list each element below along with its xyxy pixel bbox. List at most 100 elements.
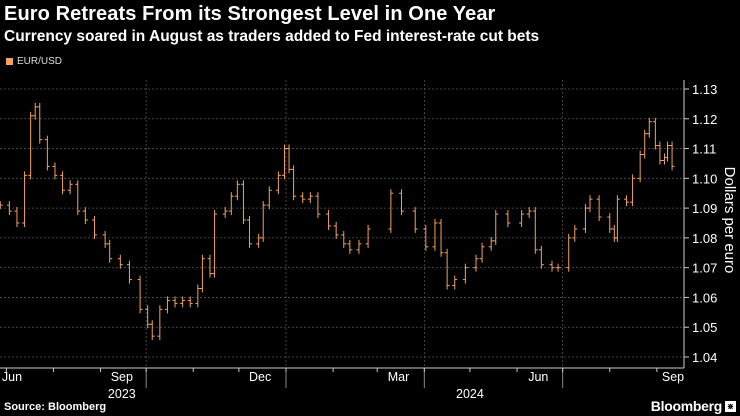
ohlc-bar bbox=[665, 141, 671, 162]
legend-swatch bbox=[6, 58, 13, 65]
ohlc-bar bbox=[669, 141, 675, 171]
ohlc-bar bbox=[22, 171, 28, 227]
ohlc-bar bbox=[137, 275, 143, 314]
ohlc-bar bbox=[473, 254, 479, 272]
ohlc-bar bbox=[596, 195, 602, 222]
ohlc-bar bbox=[240, 180, 246, 225]
ohlc-bar bbox=[212, 210, 218, 278]
ohlc-bar bbox=[44, 135, 50, 171]
y-tick-label: 1.05 bbox=[692, 320, 717, 335]
ohlc-bar bbox=[572, 224, 578, 242]
ohlc-bar bbox=[275, 171, 281, 195]
ohlc-bar bbox=[452, 275, 458, 290]
y-tick-label: 1.13 bbox=[692, 82, 717, 97]
x-tick-label: Sep bbox=[111, 370, 133, 384]
ohlc-bar bbox=[657, 141, 663, 165]
ohlc-bar bbox=[438, 219, 444, 257]
ohlc-bar bbox=[0, 201, 3, 210]
ohlc-bar bbox=[234, 180, 240, 201]
ohlc-bar bbox=[222, 207, 228, 219]
ohlc-bar bbox=[307, 192, 313, 204]
x-year-label: 2024 bbox=[456, 387, 484, 400]
y-tick-label: 1.04 bbox=[692, 350, 717, 365]
ohlc-bar bbox=[444, 248, 450, 290]
ohlc-bar bbox=[172, 296, 178, 308]
ohlc-bar bbox=[247, 216, 253, 248]
ohlc-bar bbox=[532, 207, 538, 254]
ohlc-bar bbox=[14, 207, 20, 227]
ohlc-bar bbox=[207, 254, 213, 278]
ohlc-bar bbox=[286, 144, 292, 174]
ohlc-bar bbox=[587, 195, 593, 213]
y-tick-label: 1.07 bbox=[692, 261, 717, 276]
bloomberg-logo: Bloomberg bbox=[650, 398, 723, 414]
ohlc-bar bbox=[266, 186, 272, 210]
ohlc-bar bbox=[549, 260, 555, 272]
ohlc-bar bbox=[462, 263, 468, 284]
ohlc-bar bbox=[107, 239, 113, 263]
ohlc-bar bbox=[505, 210, 511, 227]
chart: 1.04 1.05 1.06 1.07 1.08 1.09 1.10 1.11 1.12 1.13… bbox=[0, 80, 738, 400]
ohlc-bar bbox=[82, 207, 88, 225]
ohlc-bar bbox=[157, 305, 163, 341]
ohlc-bar bbox=[623, 195, 629, 207]
ohlc-bar bbox=[347, 239, 353, 254]
ohlc-bar bbox=[291, 165, 297, 201]
chart-title: Euro Retreats From its Strongest Level i… bbox=[4, 3, 496, 25]
ohlc-bar bbox=[493, 210, 499, 245]
ohlc-bar bbox=[582, 204, 588, 233]
ohlc-bar bbox=[399, 189, 405, 216]
ohlc-bar bbox=[526, 207, 532, 219]
ohlc-bar bbox=[630, 174, 636, 207]
ohlc-bar bbox=[333, 221, 339, 239]
ohlc-bar bbox=[388, 189, 394, 233]
y-axis-title: Dollars per euro bbox=[721, 167, 738, 274]
ohlc-bar bbox=[412, 207, 418, 233]
y-tick-label: 1.09 bbox=[692, 201, 717, 216]
legend: EUR/USD bbox=[6, 56, 62, 67]
ohlc-bar bbox=[614, 195, 620, 242]
ohlc-bar bbox=[538, 245, 544, 269]
ohlc-bar bbox=[661, 153, 667, 165]
x-year-label: 2023 bbox=[108, 387, 136, 400]
ohlc-bar bbox=[28, 111, 34, 180]
ohlc-bar bbox=[423, 224, 429, 251]
bloomberg-logo-mark-icon: ⋇ bbox=[725, 401, 736, 412]
ohlc-bar bbox=[187, 296, 193, 308]
ohlc-bar bbox=[6, 201, 12, 216]
ohlc-bar bbox=[607, 213, 613, 233]
x-tick-label: Jun bbox=[528, 370, 548, 384]
y-tick-label: 1.10 bbox=[692, 171, 717, 186]
ohlc-bar bbox=[642, 129, 648, 159]
ohlc-bar bbox=[126, 260, 132, 284]
ohlc-bar bbox=[164, 296, 170, 314]
ohlc-bar bbox=[315, 192, 321, 219]
ohlc-bar bbox=[91, 216, 97, 239]
ohlc-bar bbox=[67, 180, 73, 195]
ohlc-bar bbox=[652, 117, 658, 150]
ohlc-bar bbox=[519, 210, 525, 227]
ohlc-bar bbox=[432, 219, 438, 251]
ohlc-bar bbox=[149, 320, 155, 341]
y-tick-label: 1.08 bbox=[692, 231, 717, 246]
ohlc-bar bbox=[300, 192, 306, 204]
x-tick-label: Jun bbox=[2, 370, 22, 384]
ohlc-bar bbox=[75, 180, 81, 216]
ohlc-bar bbox=[488, 236, 494, 251]
ohlc-bar bbox=[646, 117, 652, 138]
source-note: Source: Bloomberg bbox=[4, 401, 107, 413]
ohlc-bar bbox=[228, 192, 234, 216]
ohlc-bar bbox=[52, 162, 58, 180]
y-tick-label: 1.06 bbox=[692, 290, 717, 305]
ohlc-bar bbox=[256, 233, 262, 248]
ohlc-bar bbox=[195, 284, 201, 308]
ohlc-bar bbox=[199, 254, 205, 293]
ohlc-bar bbox=[566, 233, 572, 272]
x-tick-label: Dec bbox=[249, 370, 271, 384]
chart-subtitle: Currency soared in August as traders add… bbox=[4, 28, 540, 45]
y-tick-label: 1.11 bbox=[692, 142, 716, 157]
series-eurusd bbox=[0, 102, 675, 341]
ohlc-bar bbox=[479, 242, 485, 263]
legend-label: EUR/USD bbox=[17, 56, 63, 67]
ohlc-bar bbox=[356, 239, 362, 254]
